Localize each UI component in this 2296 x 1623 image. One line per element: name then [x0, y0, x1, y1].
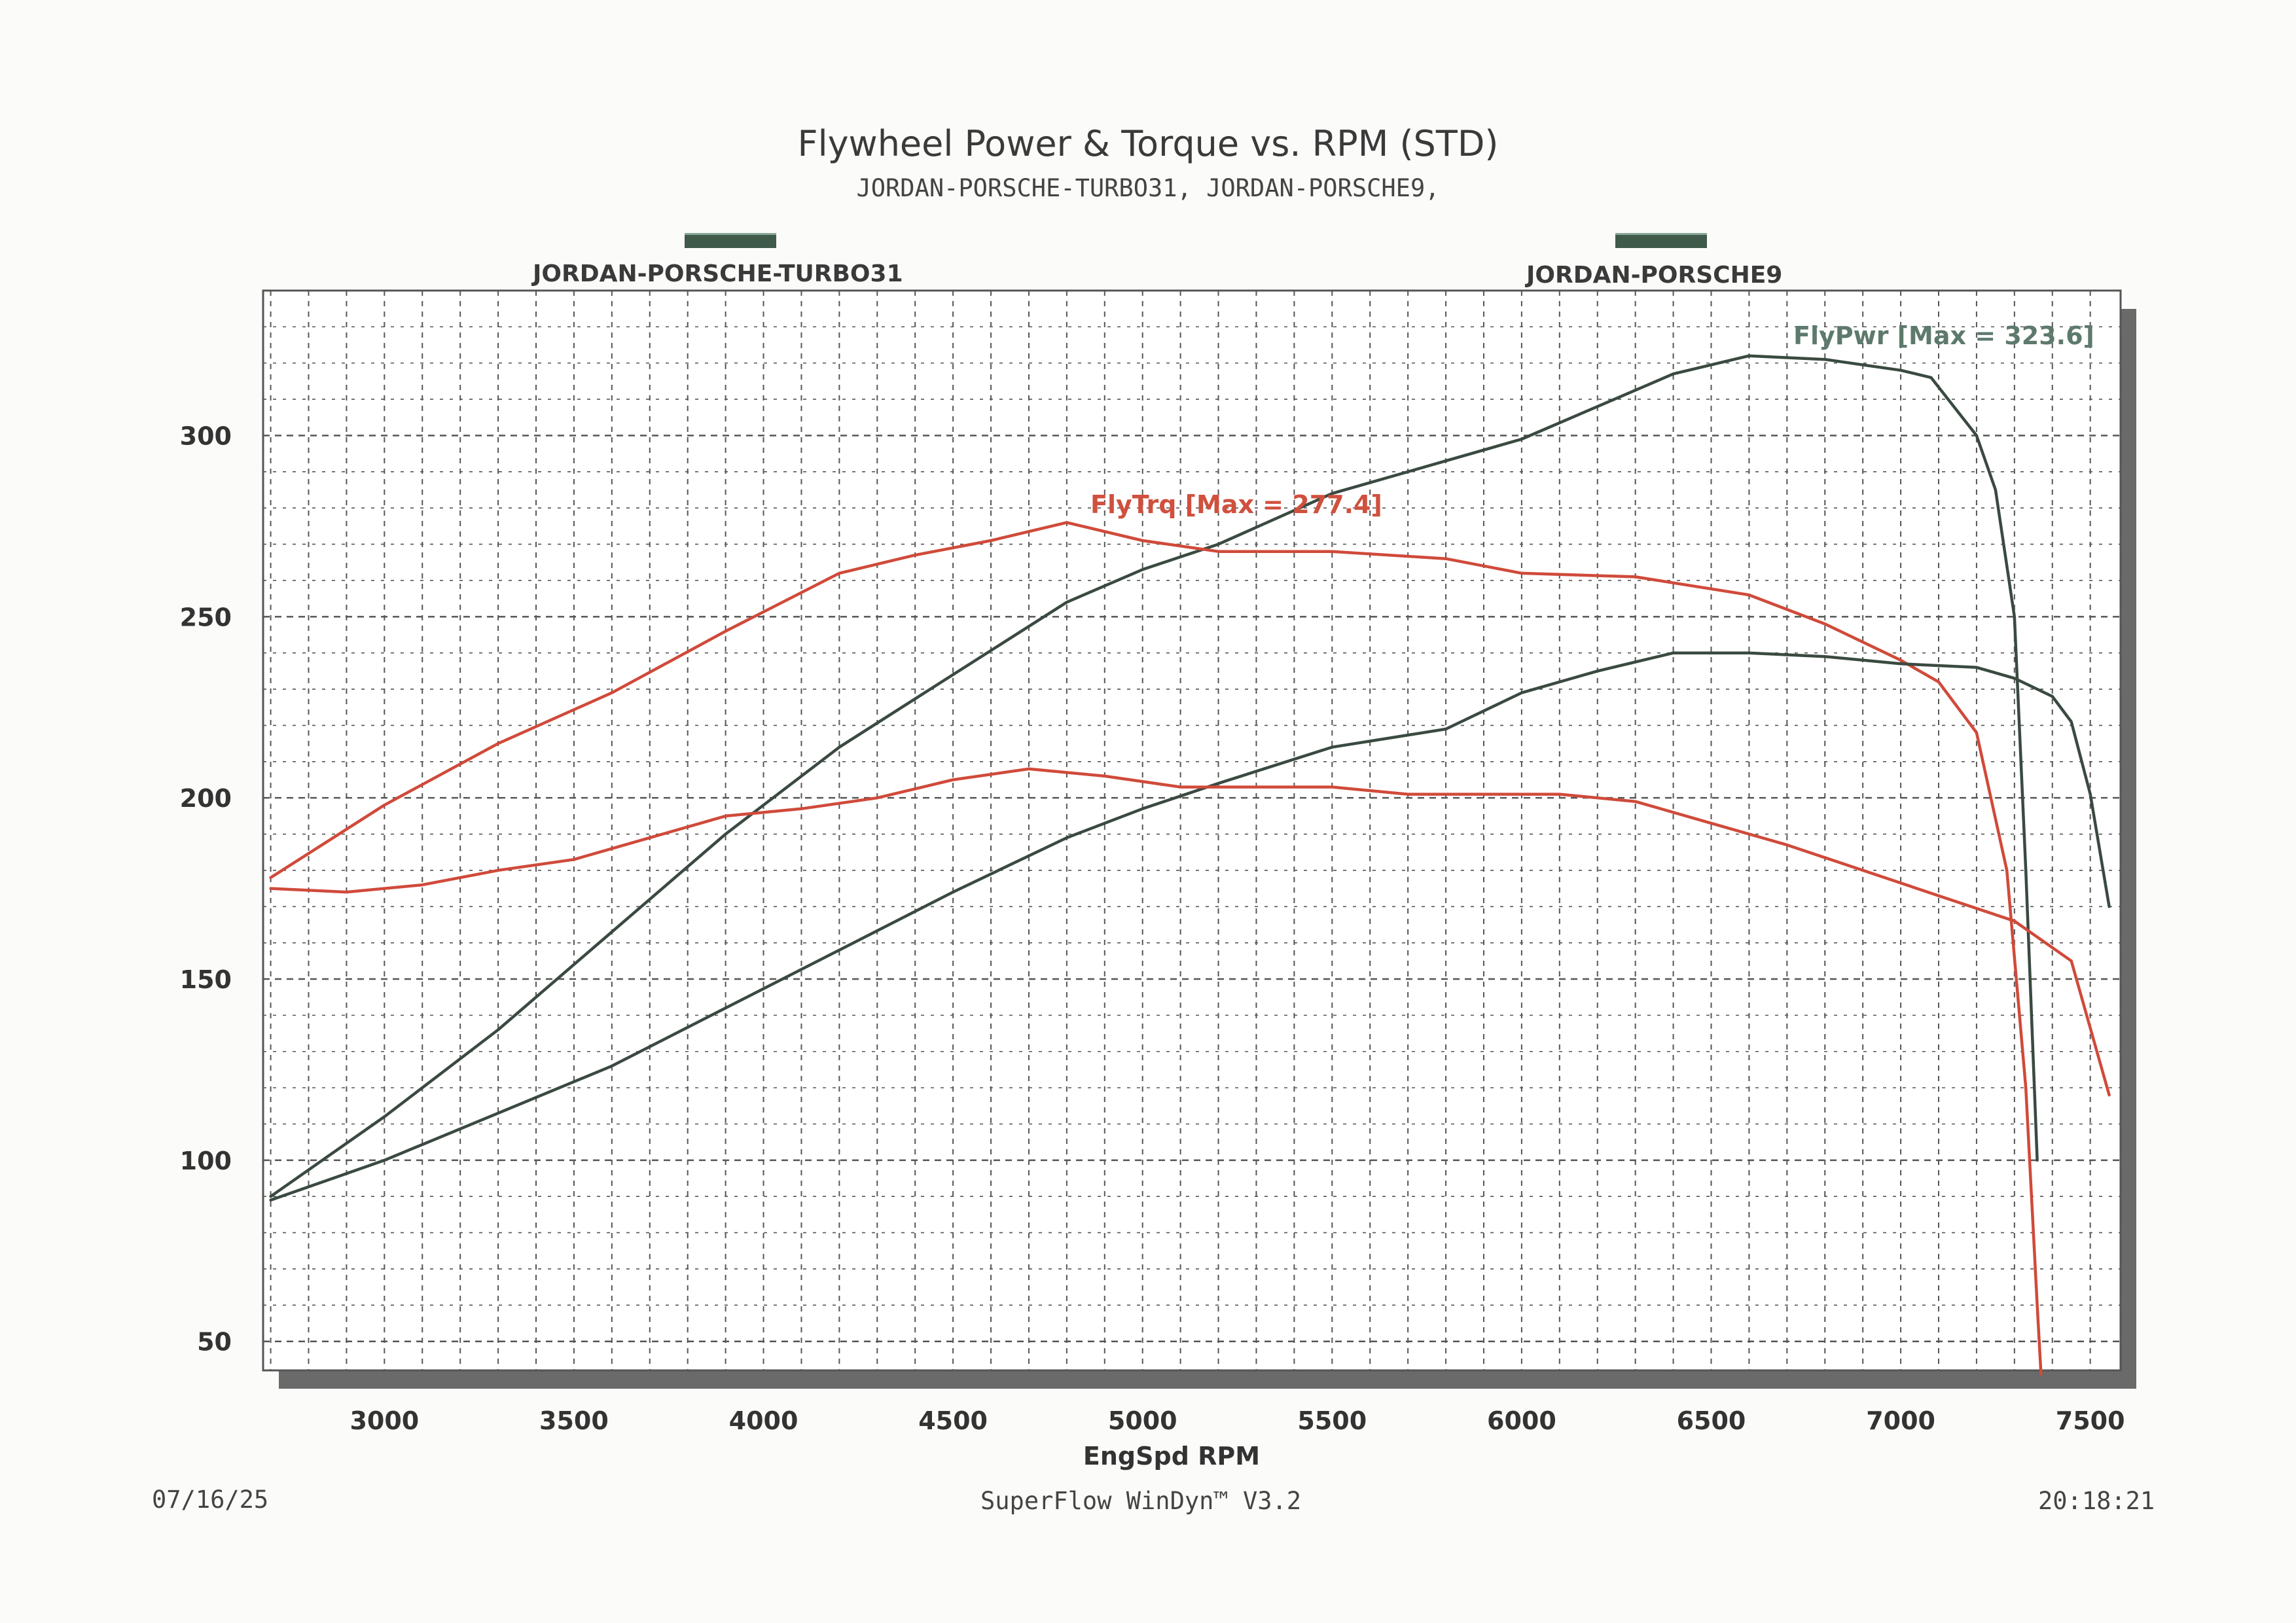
series-line-torque-1 [269, 521, 2043, 1376]
y-tick-label: 250 [180, 603, 232, 632]
footer-date: 07/16/25 [152, 1486, 269, 1514]
x-tick-label: 6500 [1677, 1406, 1746, 1435]
x-tick-label: 5500 [1297, 1406, 1367, 1435]
y-tick-label: 200 [180, 784, 232, 813]
footer-time: 20:18:21 [2038, 1487, 2155, 1515]
legend-label-turbo31: JORDAN-PORSCHE-TURBO31 [533, 260, 903, 287]
series-line-power-2 [269, 651, 2111, 1202]
x-tick-label: 7500 [2056, 1406, 2125, 1435]
power-max-annotation: FlyPwr [Max = 323.6] [1793, 321, 2094, 350]
x-tick-label: 3500 [539, 1406, 609, 1435]
x-tick-label: 4500 [918, 1406, 988, 1435]
series-line-torque-3 [269, 767, 2111, 1097]
footer-software: SuperFlow WinDyn™ V3.2 [980, 1487, 1302, 1515]
plot-area [262, 289, 2122, 1372]
legend-swatch-porsche9 [1615, 233, 1707, 248]
x-tick-label: 4000 [729, 1406, 798, 1435]
chart-title: Flywheel Power & Torque vs. RPM (STD) [797, 123, 1499, 164]
x-tick-label: 7000 [1866, 1406, 1935, 1435]
series-line-power-0 [269, 354, 2039, 1198]
y-tick-label: 100 [180, 1147, 232, 1175]
x-tick-label: 5000 [1108, 1406, 1177, 1435]
y-tick-label: 50 [197, 1328, 232, 1357]
legend-label-porsche9: JORDAN-PORSCHE9 [1526, 262, 1783, 289]
chart-subtitle: JORDAN-PORSCHE-TURBO31, JORDAN-PORSCHE9, [856, 174, 1440, 202]
y-tick-label: 300 [180, 421, 232, 450]
legend-swatch-turbo31 [685, 233, 776, 248]
torque-max-annotation: FlyTrq [Max = 277.4] [1090, 490, 1382, 519]
x-tick-label: 6000 [1487, 1406, 1556, 1435]
x-axis-label: EngSpd RPM [1083, 1442, 1260, 1471]
x-tick-label: 3000 [350, 1406, 419, 1435]
y-tick-label: 150 [180, 965, 232, 994]
